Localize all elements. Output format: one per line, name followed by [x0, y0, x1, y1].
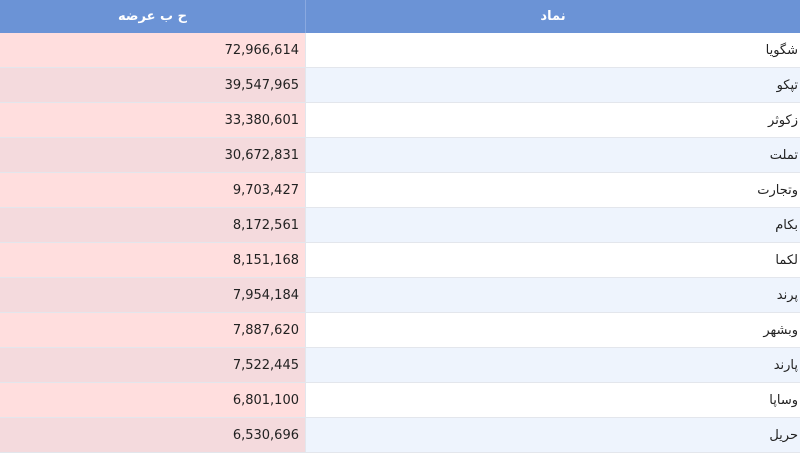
table-row[interactable]: بکام 8,172,561 — [0, 208, 800, 243]
symbol-cell: وبشهر — [305, 313, 800, 347]
volume-cell: 8,172,561 — [0, 208, 305, 242]
symbol-cell: بکام — [305, 208, 800, 242]
symbol-cell: وتجارت — [305, 173, 800, 207]
volume-cell: 33,380,601 — [0, 103, 305, 137]
header-supply-volume[interactable]: ح ب عرضه — [118, 9, 187, 24]
symbol-cell: شگویا — [305, 33, 800, 67]
table-row[interactable]: وبشهر 7,887,620 — [0, 313, 800, 348]
volume-cell: 9,703,427 — [0, 173, 305, 207]
volume-cell: 6,530,696 — [0, 418, 305, 452]
volume-cell: 6,801,100 — [0, 383, 305, 417]
volume-cell: 7,887,620 — [0, 313, 305, 347]
table-row[interactable]: حریل 6,530,696 — [0, 418, 800, 453]
header-symbol[interactable]: نماد — [305, 0, 800, 33]
symbol-cell: پرند — [305, 278, 800, 312]
table-row[interactable]: لکما 8,151,168 — [0, 243, 800, 278]
table-header: نماد ح ب عرضه — [0, 0, 800, 33]
table-row[interactable]: پرند 7,954,184 — [0, 278, 800, 313]
table-row[interactable]: وتجارت 9,703,427 — [0, 173, 800, 208]
symbol-cell: لکما — [305, 243, 800, 277]
table-row[interactable]: تپکو 39,547,965 — [0, 68, 800, 103]
volume-cell: 30,672,831 — [0, 138, 305, 172]
table-row[interactable]: وساپا 6,801,100 — [0, 383, 800, 418]
symbol-cell: حریل — [305, 418, 800, 452]
table-row[interactable]: تملت 30,672,831 — [0, 138, 800, 173]
table-row[interactable]: پارند 7,522,445 — [0, 348, 800, 383]
symbol-cell: وساپا — [305, 383, 800, 417]
symbol-cell: تملت — [305, 138, 800, 172]
volume-cell: 7,954,184 — [0, 278, 305, 312]
volume-cell: 7,522,445 — [0, 348, 305, 382]
volume-cell: 72,966,614 — [0, 33, 305, 67]
volume-cell: 39,547,965 — [0, 68, 305, 102]
table-row[interactable]: زکوثر 33,380,601 — [0, 103, 800, 138]
symbol-cell: زکوثر — [305, 103, 800, 137]
table-row[interactable]: شگویا 72,966,614 — [0, 33, 800, 68]
volume-cell: 8,151,168 — [0, 243, 305, 277]
symbol-cell: تپکو — [305, 68, 800, 102]
symbol-cell: پارند — [305, 348, 800, 382]
